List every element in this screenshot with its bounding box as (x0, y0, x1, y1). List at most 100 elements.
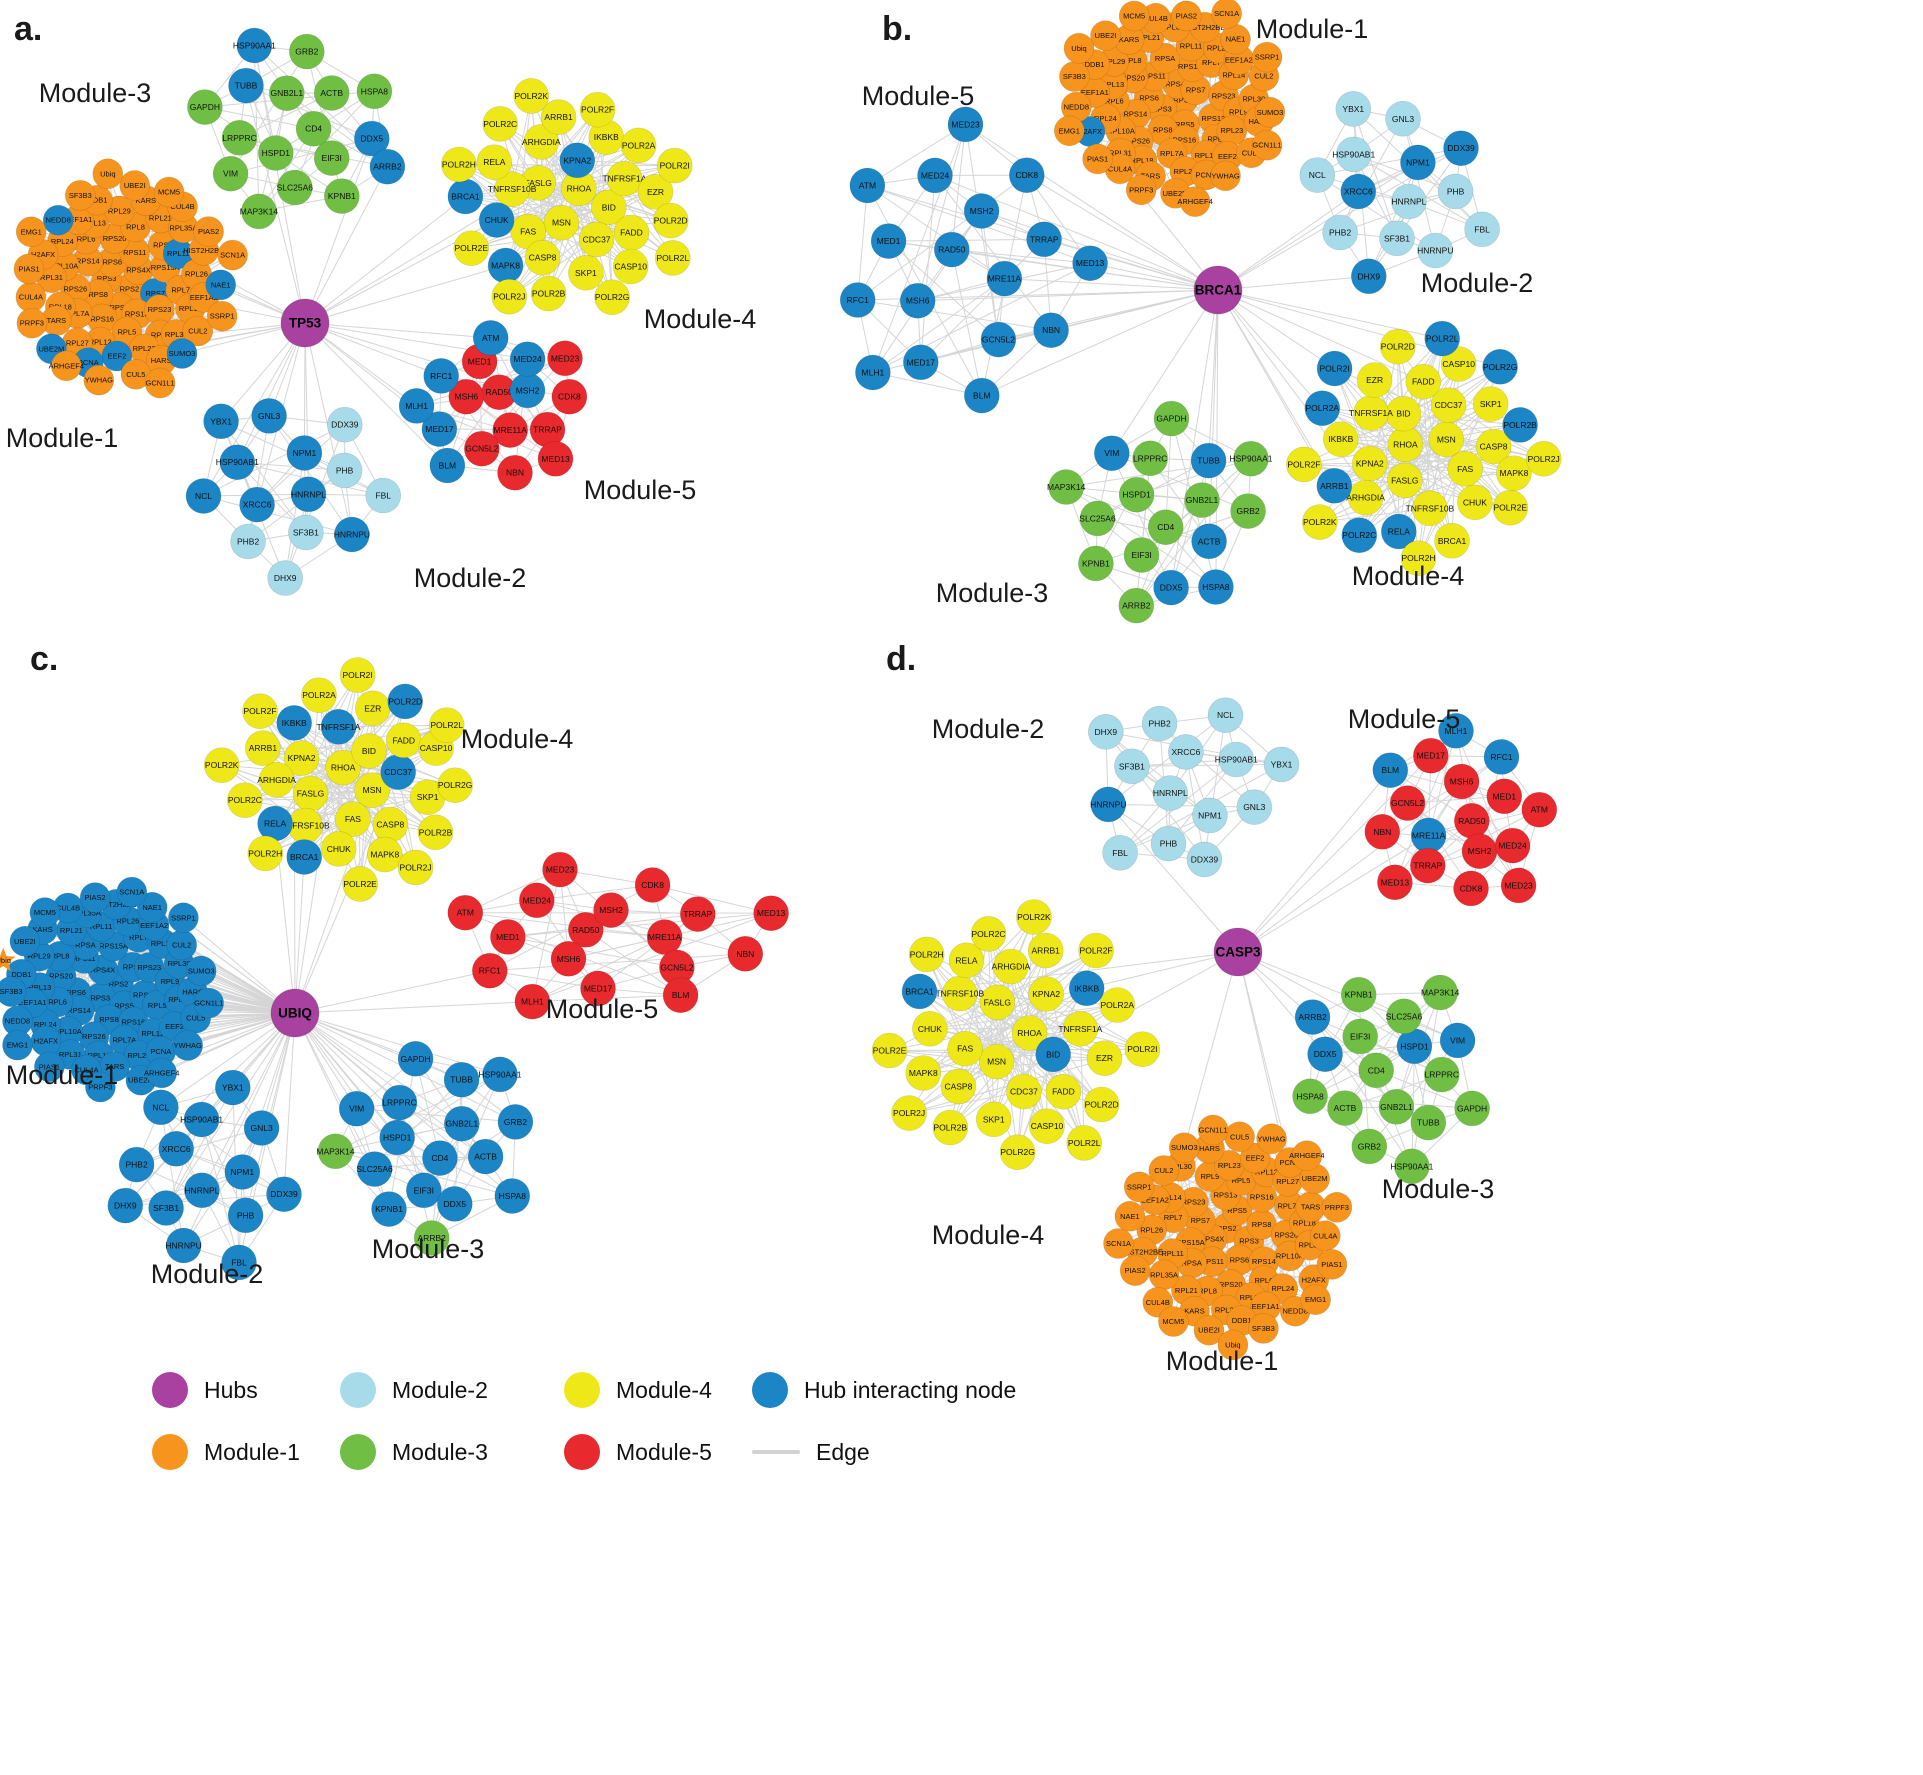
node-label: KPNA2 (1356, 459, 1384, 469)
node-phb2 (1322, 214, 1358, 251)
node-fadd (1045, 1073, 1082, 1110)
node-faslg (979, 984, 1016, 1021)
node-label: POLR2H (1401, 553, 1435, 563)
node-fbl (1464, 211, 1500, 248)
node-label: CASP10 (614, 262, 647, 272)
node-label: RPS6 (103, 258, 123, 267)
node-chuk (320, 831, 357, 867)
node-label: MSN (987, 1057, 1006, 1067)
node-label: HSP90AA1 (233, 41, 276, 51)
node-mlh1 (855, 354, 891, 391)
node-label: SLC25A6 (356, 1164, 393, 1174)
node-label: PHB (1447, 186, 1465, 196)
node-lrpprc (1132, 440, 1168, 477)
node-med13 (753, 895, 789, 932)
node-label: FADD (620, 228, 643, 238)
node-label: RPS23 (148, 305, 172, 314)
edge-line-icon (752, 1450, 800, 1454)
node-faslg (1387, 462, 1423, 499)
node-label: MED17 (1417, 751, 1446, 761)
node-casp10 (1440, 346, 1477, 382)
node-label: GAPDH (190, 102, 220, 112)
module-label-module-4: Module-4 (461, 724, 574, 754)
node-label: RPL27 (1276, 1177, 1299, 1186)
node-label: POLR2D (1085, 1100, 1119, 1110)
legend-item-module-4: Module-4 (564, 1372, 752, 1408)
node-emg1 (1300, 1284, 1331, 1315)
node-hspa8 (494, 1178, 531, 1214)
node-label: RPL21 (1137, 33, 1160, 42)
node-label: BRCA1 (290, 852, 319, 862)
node-mlh1 (1438, 712, 1474, 749)
node-label: RPL23 (168, 995, 191, 1004)
node-nae1 (1114, 1201, 1146, 1232)
hub-interacting-node-icon (752, 1372, 788, 1408)
node-polr2b (417, 814, 454, 851)
node-phb2 (118, 1146, 155, 1183)
node-label: RPL24 (1094, 114, 1117, 123)
legend-label-module-4: Module-4 (616, 1376, 712, 1403)
module-label-module-3: Module-3 (936, 578, 1049, 608)
node-polr2i (1124, 1031, 1161, 1067)
node-label: PIAS2 (1124, 1266, 1145, 1275)
node-cd4 (295, 110, 332, 147)
node-lrpprc (221, 120, 258, 156)
node-label: EMG1 (1059, 126, 1080, 135)
node-label: VIM (1104, 448, 1119, 458)
node-label: CD4 (1368, 1065, 1385, 1075)
node-label: RPS20 (103, 234, 127, 243)
node-label: MSN (363, 785, 382, 795)
node-label: RPL7A (1278, 1201, 1302, 1210)
node-sf3b3 (65, 180, 96, 211)
node-sf3b1 (1114, 748, 1150, 785)
node-mapk8 (905, 1055, 942, 1091)
node-label: RPL21 (60, 926, 83, 935)
node-label: MED24 (513, 354, 542, 364)
hub-label: TP53 (289, 316, 322, 331)
node-label: ARHGDIA (522, 137, 561, 147)
node-eef2 (101, 340, 133, 372)
node-label: UBE2M (128, 1076, 154, 1085)
node-tnfrsf1a (1062, 1011, 1099, 1047)
node-med24 (509, 341, 546, 378)
node-label: ACTB (320, 88, 343, 98)
node-polr2d (652, 202, 689, 239)
node-label: RPL27 (1174, 167, 1197, 176)
node-hspa8 (1198, 569, 1234, 605)
node-label: SUMO3 (1257, 108, 1284, 117)
node-label: POLR2E (873, 1046, 907, 1056)
node-arrb1 (1027, 932, 1064, 969)
node-label: EEF2 (165, 1022, 184, 1031)
node-label: HSP90AA1 (1230, 454, 1273, 464)
node-cd4 (422, 1140, 458, 1176)
node-label: MAPK8 (491, 261, 520, 271)
node-gcn5l2 (463, 430, 500, 467)
node-label: VIM (349, 1104, 364, 1114)
legend-item-hubs: Hubs (152, 1372, 340, 1408)
node-tnfrsf10b (1412, 490, 1448, 527)
node-label: RPL11 (90, 922, 112, 931)
node-label: DDB1 (1232, 1316, 1252, 1325)
node-label: EEF1A1 (19, 998, 47, 1007)
node-label: MAP3K14 (1047, 482, 1086, 492)
node-label: DDX5 (1314, 1049, 1337, 1059)
node-label: RPS3 (1152, 105, 1172, 114)
node-label: RPL30 (1169, 1162, 1192, 1171)
node-label: RPL5 (148, 1001, 167, 1010)
node-label: RPL7A (113, 1036, 137, 1045)
node-label: RPS4X (1165, 79, 1190, 88)
node-tubb (443, 1061, 480, 1098)
node-label: MED1 (468, 356, 492, 366)
node-ddx5 (1153, 569, 1189, 606)
node-label: RPL5 (1232, 1176, 1251, 1185)
node-label: HSPA8 (499, 1191, 527, 1201)
node-arrb2 (1294, 999, 1331, 1035)
node-hspa8 (356, 73, 393, 110)
panel-c: RHOA MSN FASLG BID FAS KPNA2 CDC37 TNFRSF10B TNF… (0, 640, 789, 1289)
node-label: HIST2H2BE (1122, 1248, 1163, 1257)
node-label: SCN1A (1106, 1239, 1131, 1248)
node-nbn (1364, 813, 1401, 850)
node-label: RPL8 (51, 952, 70, 961)
node-label: RPL7A (66, 309, 90, 318)
node-scn1a (1103, 1228, 1134, 1259)
